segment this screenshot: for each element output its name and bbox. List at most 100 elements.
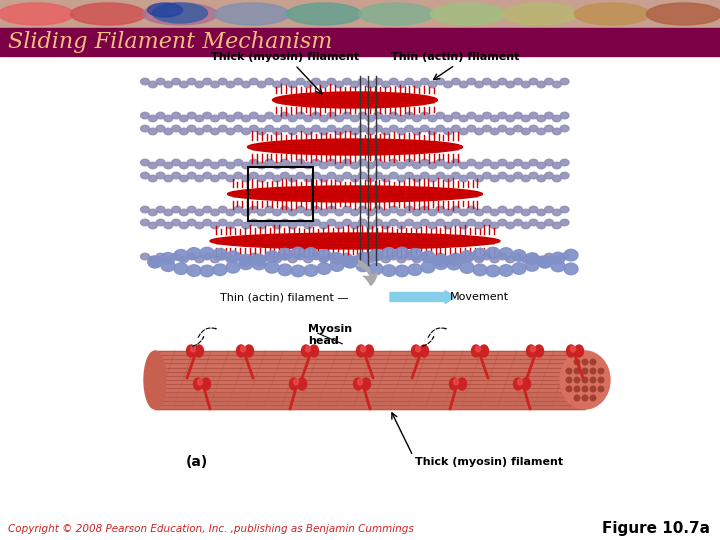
Ellipse shape [354, 378, 362, 390]
Ellipse shape [203, 219, 212, 226]
Ellipse shape [257, 222, 266, 229]
Ellipse shape [505, 175, 515, 182]
Ellipse shape [366, 162, 374, 168]
Ellipse shape [195, 222, 204, 229]
Ellipse shape [551, 252, 565, 264]
Ellipse shape [434, 254, 448, 266]
Ellipse shape [420, 345, 428, 357]
Ellipse shape [420, 219, 429, 226]
Ellipse shape [490, 209, 499, 215]
Ellipse shape [226, 222, 235, 229]
Ellipse shape [226, 162, 235, 168]
Ellipse shape [257, 256, 266, 263]
Text: Sliding Filament Mechanism: Sliding Filament Mechanism [8, 31, 333, 53]
Ellipse shape [361, 378, 371, 390]
Ellipse shape [296, 253, 305, 260]
Ellipse shape [187, 265, 201, 276]
FancyArrowPatch shape [423, 337, 433, 346]
Ellipse shape [242, 162, 251, 168]
Ellipse shape [0, 3, 73, 25]
Ellipse shape [281, 78, 289, 85]
Ellipse shape [265, 125, 274, 132]
Ellipse shape [405, 206, 413, 213]
Ellipse shape [213, 248, 227, 260]
Ellipse shape [582, 359, 588, 364]
Ellipse shape [382, 265, 396, 276]
Ellipse shape [498, 219, 507, 226]
Ellipse shape [304, 128, 312, 134]
Ellipse shape [420, 172, 429, 179]
Ellipse shape [390, 219, 398, 226]
Ellipse shape [521, 209, 530, 215]
Ellipse shape [312, 206, 320, 213]
Ellipse shape [319, 162, 328, 168]
Ellipse shape [482, 125, 491, 132]
Ellipse shape [505, 162, 515, 168]
Ellipse shape [304, 248, 318, 259]
Ellipse shape [304, 115, 312, 122]
Ellipse shape [319, 115, 328, 122]
Ellipse shape [210, 256, 220, 263]
Ellipse shape [397, 128, 406, 134]
Ellipse shape [312, 112, 320, 119]
Ellipse shape [197, 379, 202, 385]
Ellipse shape [335, 256, 343, 263]
Ellipse shape [148, 209, 157, 215]
Ellipse shape [215, 3, 289, 25]
Ellipse shape [234, 112, 243, 119]
Ellipse shape [319, 81, 328, 87]
Ellipse shape [444, 162, 452, 168]
Ellipse shape [405, 125, 413, 132]
Ellipse shape [521, 256, 530, 263]
Ellipse shape [203, 78, 212, 85]
Ellipse shape [327, 112, 336, 119]
Ellipse shape [343, 253, 351, 260]
Ellipse shape [564, 263, 578, 275]
Text: Thin (actin) filament: Thin (actin) filament [391, 52, 519, 62]
Ellipse shape [281, 159, 289, 166]
Ellipse shape [281, 219, 289, 226]
Ellipse shape [218, 172, 227, 179]
Ellipse shape [544, 159, 554, 166]
Ellipse shape [544, 253, 554, 260]
Ellipse shape [525, 253, 539, 265]
Ellipse shape [598, 377, 604, 383]
Ellipse shape [319, 128, 328, 134]
Ellipse shape [560, 219, 569, 226]
Ellipse shape [482, 206, 491, 213]
Ellipse shape [179, 128, 188, 134]
Ellipse shape [358, 112, 367, 119]
Ellipse shape [459, 162, 468, 168]
Ellipse shape [343, 206, 351, 213]
Ellipse shape [582, 395, 588, 401]
Ellipse shape [382, 162, 390, 168]
Ellipse shape [294, 379, 299, 385]
Ellipse shape [171, 125, 181, 132]
Ellipse shape [179, 222, 188, 229]
Ellipse shape [272, 92, 438, 108]
Ellipse shape [265, 112, 274, 119]
Ellipse shape [459, 209, 468, 215]
Ellipse shape [265, 159, 274, 166]
Ellipse shape [366, 256, 374, 263]
Ellipse shape [482, 172, 491, 179]
Ellipse shape [358, 125, 367, 132]
Ellipse shape [451, 112, 460, 119]
Ellipse shape [171, 219, 181, 226]
Ellipse shape [226, 115, 235, 122]
Ellipse shape [161, 260, 175, 272]
Ellipse shape [474, 162, 484, 168]
Ellipse shape [186, 345, 196, 357]
Ellipse shape [513, 125, 523, 132]
Ellipse shape [273, 222, 282, 229]
Ellipse shape [273, 115, 282, 122]
Ellipse shape [296, 172, 305, 179]
Ellipse shape [460, 262, 474, 273]
Ellipse shape [499, 265, 513, 276]
Ellipse shape [296, 206, 305, 213]
Ellipse shape [351, 256, 359, 263]
Ellipse shape [195, 115, 204, 122]
Ellipse shape [288, 115, 297, 122]
Ellipse shape [187, 219, 196, 226]
Ellipse shape [179, 175, 188, 182]
